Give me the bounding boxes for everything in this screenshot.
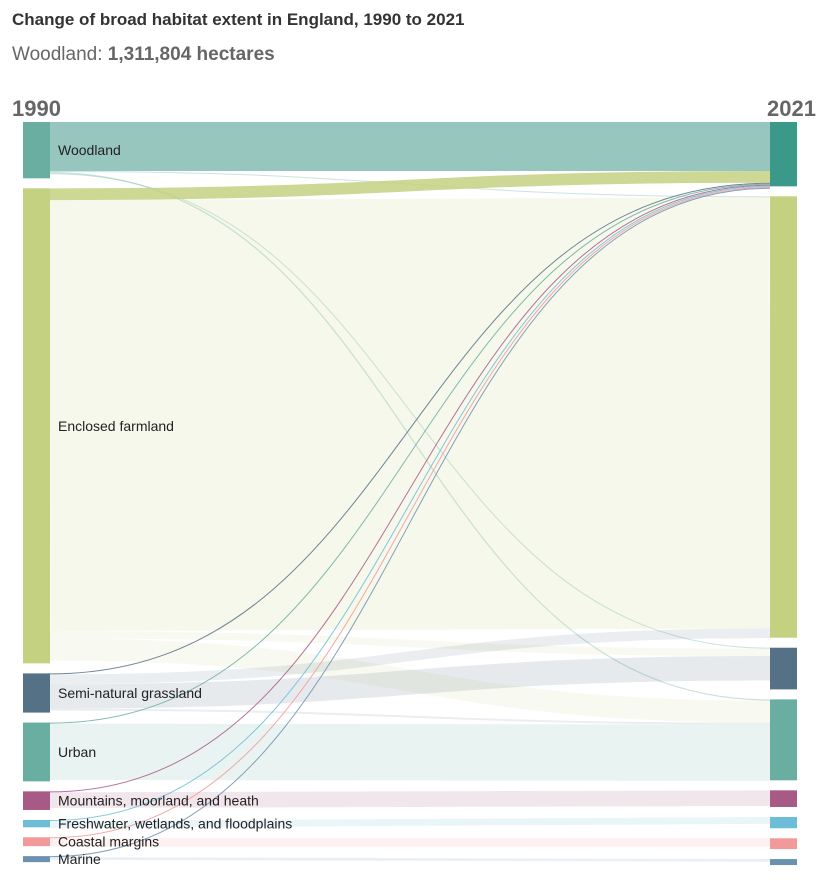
chart-title: Change of broad habitat extent in Englan… [12, 10, 465, 29]
right-year-label: 2021 [767, 96, 816, 121]
flow-woodland-to-urban[interactable] [49, 171, 771, 701]
flow-semi-natural-grassland-to-woodland[interactable] [49, 182, 771, 675]
node-2021-freshwater-wetlands-and-floodplains[interactable] [770, 816, 797, 829]
node-2021-semi-natural-grassland[interactable] [770, 647, 797, 690]
flow-enclosed-farmland-to-enclosed-farmland[interactable] [49, 197, 771, 632]
node-1990-coastal-margins[interactable] [23, 837, 50, 847]
label-semi-natural-grassland: Semi-natural grassland [58, 685, 202, 701]
flow-mountains-moorland-and-heath-to-mountains-moorland-and-heath[interactable] [49, 790, 771, 809]
node-2021-mountains-moorland-and-heath[interactable] [770, 790, 797, 807]
node-1990-urban[interactable] [23, 722, 50, 782]
subtitle-label: Woodland: [12, 44, 103, 65]
flow-freshwater-wetlands-and-floodplains-to-woodland[interactable] [49, 185, 771, 821]
sankey-nodes [23, 122, 797, 866]
flow-semi-natural-grassland-to-urban[interactable] [49, 708, 771, 725]
node-2021-urban[interactable] [770, 699, 797, 781]
label-mountains-moorland-and-heath: Mountains, moorland, and heath [58, 793, 259, 809]
node-1990-semi-natural-grassland[interactable] [23, 673, 50, 713]
flow-coastal-margins-to-woodland[interactable] [49, 186, 771, 839]
subtitle-value: 1,311,804 hectares [107, 44, 275, 65]
node-1990-freshwater-wetlands-and-floodplains[interactable] [23, 819, 50, 828]
flow-mountains-moorland-and-heath-to-woodland[interactable] [49, 184, 771, 793]
label-coastal-margins: Coastal margins [58, 834, 159, 850]
label-enclosed-farmland: Enclosed farmland [58, 418, 174, 434]
flow-woodland-to-semi-natural-grassland[interactable] [49, 173, 771, 649]
node-1990-marine[interactable] [23, 856, 50, 863]
label-freshwater-wetlands-and-floodplains: Freshwater, wetlands, and floodplains [58, 816, 292, 832]
node-1990-mountains-moorland-and-heath[interactable] [23, 791, 50, 810]
flow-semi-natural-grassland-to-enclosed-farmland[interactable] [49, 628, 771, 685]
flow-enclosed-farmland-to-urban[interactable] [49, 638, 771, 723]
flow-freshwater-wetlands-and-floodplains-to-freshwater-wetlands-and-floodplains[interactable] [49, 816, 771, 828]
flow-enclosed-farmland-to-semi-natural-grassland[interactable] [49, 631, 771, 657]
sankey-labels: Woodland Enclosed farmland Semi-natural gr… [58, 142, 292, 867]
sankey-links [49, 121, 771, 862]
label-woodland: Woodland [58, 142, 121, 158]
chart-subtitle: Woodland: 1,311,804 hectares [12, 44, 275, 66]
flow-urban-to-urban[interactable] [49, 723, 771, 781]
left-year-label: 1990 [12, 96, 61, 121]
label-marine: Marine [58, 851, 101, 867]
label-urban: Urban [58, 744, 96, 760]
node-2021-marine[interactable] [770, 859, 797, 866]
node-2021-woodland[interactable] [770, 122, 797, 187]
flow-semi-natural-grassland-to-semi-natural-grassland[interactable] [49, 656, 771, 709]
node-2021-enclosed-farmland[interactable] [770, 196, 797, 638]
node-1990-enclosed-farmland[interactable] [23, 188, 50, 664]
node-2021-coastal-margins[interactable] [770, 838, 797, 850]
flow-marine-to-woodland[interactable] [49, 187, 771, 858]
flow-urban-to-woodland[interactable] [49, 183, 771, 724]
flow-marine-to-marine[interactable] [49, 857, 771, 862]
flow-enclosed-farmland-to-woodland[interactable] [49, 170, 771, 201]
node-1990-woodland[interactable] [23, 122, 50, 179]
